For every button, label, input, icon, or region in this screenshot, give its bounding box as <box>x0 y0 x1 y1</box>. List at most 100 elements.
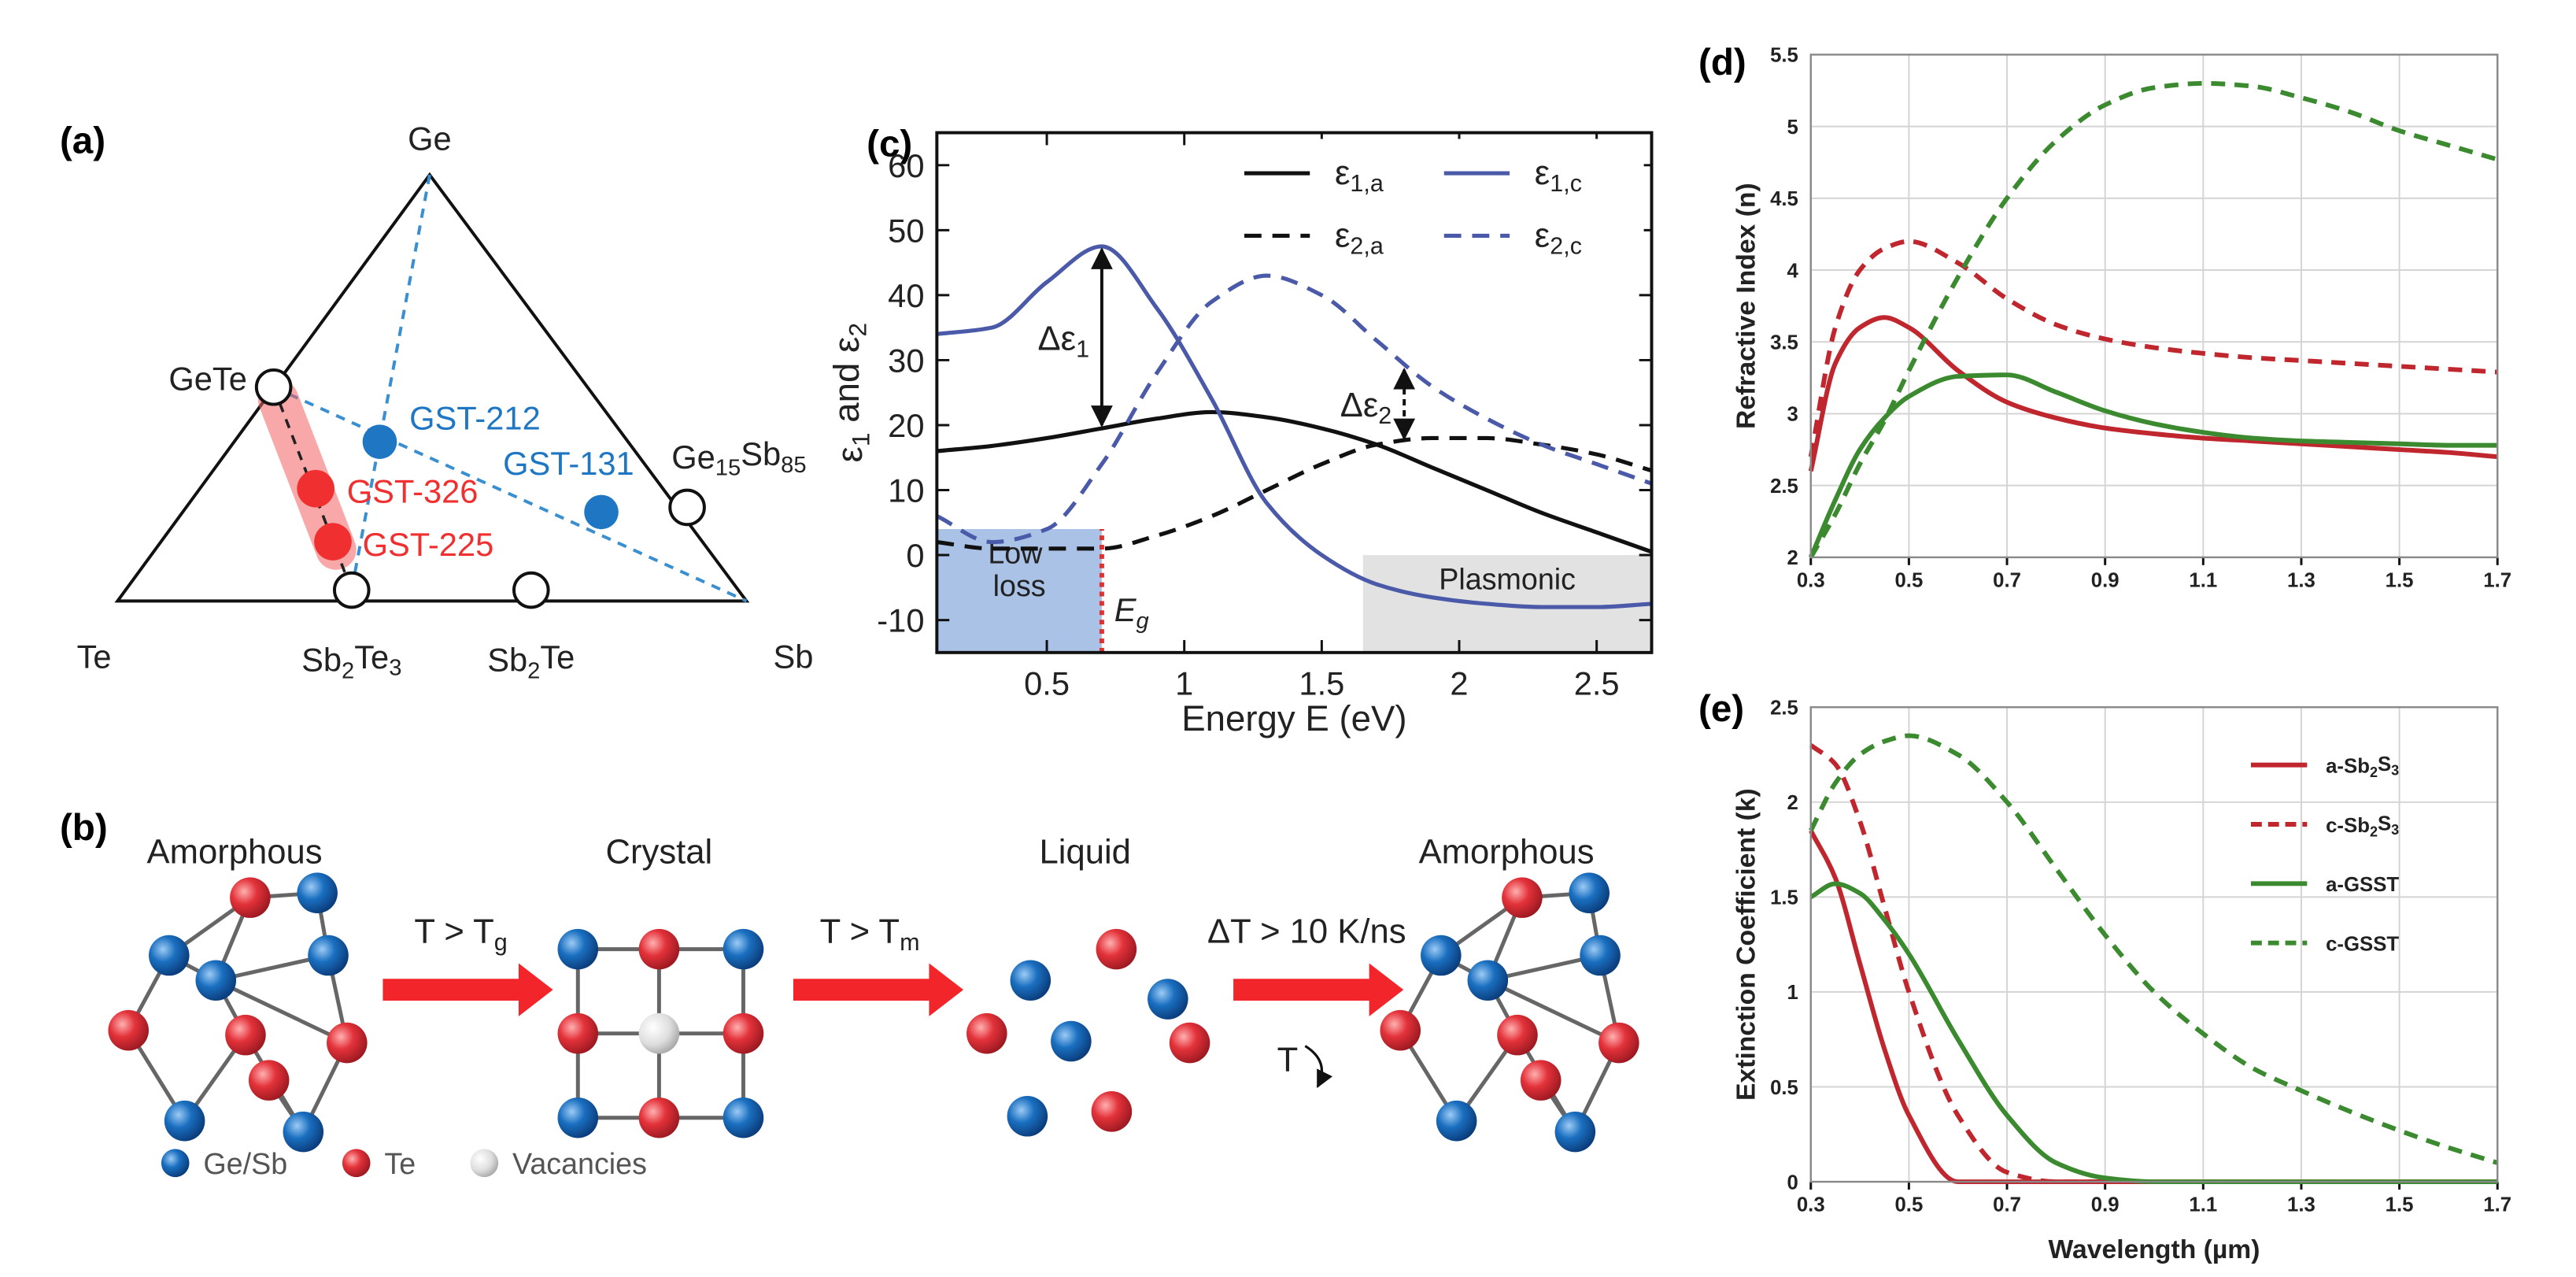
atom <box>557 1097 599 1138</box>
x-tick-label: 1 <box>1175 664 1193 701</box>
atom <box>1569 872 1610 913</box>
panel-label: (e) <box>1698 688 1744 730</box>
x-axis-label: Wavelength (µm) <box>2049 1234 2260 1264</box>
panel-label: (b) <box>60 807 108 849</box>
cooling-arrow <box>1304 1045 1333 1089</box>
transition-label: T > Tg <box>414 913 507 956</box>
plot-frame <box>935 131 1654 654</box>
y-tick-label: 60 <box>888 147 924 184</box>
atom <box>1421 935 1462 976</box>
y-tick-label: 0 <box>1787 1172 1798 1194</box>
y-axis-label: Extinction Coefficient (k) <box>1731 788 1761 1101</box>
atom <box>1380 1009 1421 1051</box>
vertex-label: Sb <box>773 638 813 676</box>
y-tick-label: 30 <box>888 342 924 379</box>
bond <box>215 979 348 1045</box>
atom <box>1497 1014 1538 1056</box>
composition-point <box>297 469 334 508</box>
atom <box>327 1022 368 1064</box>
panel-label: (c) <box>867 123 912 165</box>
y-tick-label: 4.5 <box>1770 188 1798 210</box>
x-tick-label: 1.1 <box>2189 1194 2217 1216</box>
gap-label: Eg <box>1114 591 1149 634</box>
cooling-label: T <box>1277 1041 1299 1079</box>
data-line <box>936 273 1653 545</box>
legend-label: a-Sb2S3 <box>2326 753 2399 780</box>
state-label: Crystal <box>606 834 713 872</box>
x-tick-label: 2.5 <box>1574 664 1620 701</box>
y-tick-label: 3.5 <box>1770 332 1798 354</box>
region-label: Low loss <box>988 537 1051 602</box>
x-tick-label: 0.7 <box>1993 570 2021 592</box>
compound-label: Sb2Te <box>487 638 575 683</box>
legend-box <box>1210 139 1644 261</box>
atom <box>1010 960 1051 1001</box>
ternary-panel: (a) Ge Te Sb GeTe Ge15Sb85 Sb2Te3 Sb2Te … <box>60 120 813 683</box>
atom <box>108 1009 149 1051</box>
atom <box>638 1097 680 1138</box>
y-tick-label: 5.5 <box>1770 45 1798 67</box>
x-tick-label: 1.5 <box>2386 1194 2414 1216</box>
shaded-region <box>937 529 1102 653</box>
phase-panel: (b) Amorphous Crystal Liquid Amorphous T… <box>60 807 1639 1180</box>
atom <box>1520 1060 1561 1101</box>
compound-marker <box>512 571 550 609</box>
atom <box>248 1060 290 1101</box>
x-tick-label: 0.3 <box>1797 1194 1825 1216</box>
legend-swatch <box>342 1149 371 1178</box>
y-tick-label: 1 <box>1787 982 1798 1004</box>
arrow <box>383 963 553 1016</box>
state-label: Liquid <box>1040 834 1131 872</box>
data-line <box>1809 733 2499 1165</box>
vertex-label: Te <box>77 638 112 676</box>
panel-label: (a) <box>60 120 105 161</box>
y-tick-label: 10 <box>888 472 924 509</box>
atom <box>1467 960 1509 1001</box>
legend-swatch <box>161 1149 190 1178</box>
x-tick-label: 0.5 <box>1894 570 1923 592</box>
atom <box>1091 1091 1133 1132</box>
data-line <box>1808 239 2498 457</box>
y-tick-label: 2.5 <box>1770 698 1798 720</box>
compound-label: Ge15Sb85 <box>671 435 806 480</box>
legend-label: Te <box>384 1147 416 1180</box>
x-tick-label: 1.7 <box>2483 570 2511 592</box>
y-axis-label: ε1 and ε2 <box>826 323 875 463</box>
data-line <box>1808 315 2498 472</box>
data-line <box>937 409 1653 554</box>
plot-area <box>1810 707 2498 1183</box>
legend-label: c-Sb2S3 <box>2326 813 2399 840</box>
y-tick-label: 3 <box>1787 404 1798 426</box>
data-line <box>1809 80 2499 559</box>
panel-label: (d) <box>1698 42 1746 83</box>
atom <box>1502 877 1543 918</box>
compound-marker <box>332 571 371 609</box>
atom <box>164 1100 205 1142</box>
atom <box>723 928 764 970</box>
atom <box>723 1097 764 1138</box>
atom <box>638 928 680 970</box>
atom <box>557 1012 599 1054</box>
transition-label: ΔT > 10 K/ns <box>1207 913 1406 951</box>
point-label: GST-225 <box>363 526 494 563</box>
legend-label: Vacancies <box>512 1147 647 1180</box>
atom <box>723 1012 764 1054</box>
compound-marker <box>668 488 706 527</box>
legend-swatch <box>470 1149 499 1178</box>
x-tick-label: 1.3 <box>2287 570 2315 592</box>
vertex-label: Ge <box>408 120 452 157</box>
y-tick-label: 20 <box>888 407 924 444</box>
atom <box>297 872 338 913</box>
y-tick-label: 2 <box>1787 792 1798 814</box>
y-tick-label: 5 <box>1787 117 1798 139</box>
data-line <box>937 244 1652 609</box>
y-axis-label: Refractive Index (n) <box>1731 183 1761 429</box>
x-tick-label: 0.5 <box>1894 1194 1923 1216</box>
atom <box>225 1014 266 1056</box>
x-tick-label: 1.3 <box>2287 1194 2315 1216</box>
x-tick-label: 1.7 <box>2483 1194 2511 1216</box>
atom <box>230 877 271 918</box>
y-tick-label: 40 <box>888 277 924 314</box>
composition-point <box>584 494 619 530</box>
x-tick-label: 0.5 <box>1024 664 1070 701</box>
